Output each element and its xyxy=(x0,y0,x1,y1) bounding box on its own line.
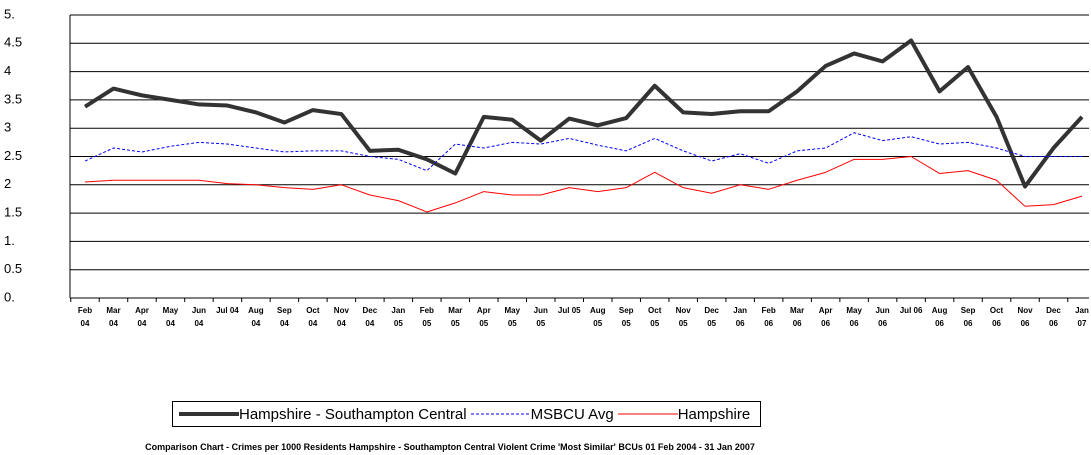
x-tick-label: May 05 xyxy=(504,306,521,328)
x-tick-label: Jan 06 xyxy=(733,306,748,328)
legend-label: MSBCU Avg xyxy=(530,405,614,423)
y-tick-label: 0.5 xyxy=(4,261,22,276)
chart-title: Comparison Chart - Crimes per 1000 Resid… xyxy=(145,442,755,452)
x-tick-label: Sep 04 xyxy=(277,306,292,328)
series-line xyxy=(84,132,1082,172)
x-tick-label: Aug 05 xyxy=(589,306,606,328)
x-tick-label: Jul 04 xyxy=(216,306,239,315)
x-tick-label: Apr 06 xyxy=(818,306,833,328)
x-tick-label: Oct 04 xyxy=(306,306,320,328)
x-tick-label: Aug 06 xyxy=(931,306,948,328)
x-tick-label: Jul 06 xyxy=(899,306,923,315)
series-line xyxy=(83,38,1084,189)
x-tick-label: May 06 xyxy=(846,306,862,328)
legend-item: MSBCU Avg xyxy=(470,405,614,423)
x-tick-label: Oct 05 xyxy=(648,306,662,328)
y-tick-label: 5. xyxy=(4,6,15,21)
x-tick-label: Jun 05 xyxy=(533,306,548,328)
y-tick-label: 1. xyxy=(4,233,15,248)
x-tick-label: May 04 xyxy=(162,306,179,328)
legend-swatch xyxy=(470,413,531,415)
y-tick-label: 0. xyxy=(4,289,15,304)
x-tick-label: Dec 06 xyxy=(1046,306,1061,328)
y-tick-label: 3 xyxy=(4,120,11,135)
legend-item: Hampshire - Southampton Central xyxy=(179,406,467,423)
legend-label: Hampshire xyxy=(677,405,751,423)
x-tick-label: Jan 05 xyxy=(391,306,406,328)
x-tick-label: Jul 05 xyxy=(557,306,581,315)
y-tick-label: 2.5 xyxy=(4,148,22,163)
x-tick-label: Mar 04 xyxy=(106,306,121,328)
legend-swatch xyxy=(179,412,239,416)
x-tick-label: Nov 06 xyxy=(1017,306,1033,328)
x-tick-label: Jan 07 xyxy=(1075,306,1089,328)
x-tick-label: Apr 04 xyxy=(135,306,149,328)
x-tick-label: Dec 05 xyxy=(704,306,720,328)
legend-swatch xyxy=(617,413,678,415)
x-tick-label: Feb 06 xyxy=(761,306,776,328)
legend-item: Hampshire xyxy=(617,405,751,423)
x-tick-label: Nov 05 xyxy=(675,306,691,328)
series-line xyxy=(84,156,1083,213)
y-tick-label: 1.5 xyxy=(4,205,22,220)
x-tick-label: Sep 05 xyxy=(618,306,634,328)
legend: Hampshire - Southampton Central MSBCU Avg… xyxy=(172,401,762,427)
y-tick-label: 4.5 xyxy=(4,35,22,50)
x-tick-label: Jun 06 xyxy=(875,306,890,328)
legend-label: Hampshire - Southampton Central xyxy=(239,405,467,423)
x-tick-label: Dec 04 xyxy=(362,306,378,328)
x-tick-label: Nov 04 xyxy=(333,306,349,328)
y-tick-label: 3.5 xyxy=(4,91,22,106)
x-tick-label: Mar 06 xyxy=(790,306,805,328)
x-tick-label: Feb 04 xyxy=(77,306,93,328)
x-tick-label: Oct 06 xyxy=(989,306,1004,328)
y-tick-label: 2 xyxy=(4,176,11,191)
x-tick-label: Sep 06 xyxy=(960,306,976,328)
x-tick-label: Apr 05 xyxy=(476,306,491,328)
x-tick-label: Feb 05 xyxy=(419,306,434,328)
plot: 0. 0.5 1. 1.5 2 2.5 3 3.5 4 4.5 5. xyxy=(4,6,1089,304)
x-tick-label: Mar 05 xyxy=(448,306,463,328)
x-tick-label: Aug 04 xyxy=(248,306,264,328)
x-tick-label: Jun 04 xyxy=(191,306,207,328)
y-tick-label: 4 xyxy=(4,63,11,78)
